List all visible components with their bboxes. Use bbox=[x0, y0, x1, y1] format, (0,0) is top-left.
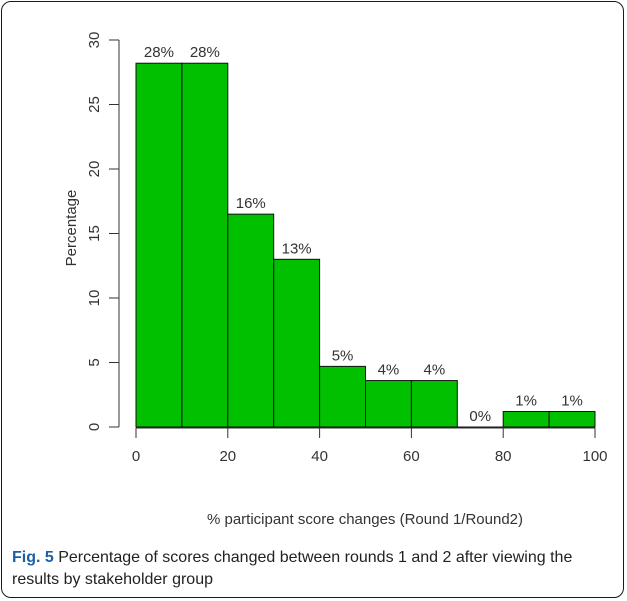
histogram-bar bbox=[135, 62, 183, 428]
x-tick-label: 100 bbox=[582, 448, 607, 465]
bar-value-label: 13% bbox=[282, 240, 312, 257]
bar-value-label: 5% bbox=[332, 347, 354, 364]
y-tick-label: 30 bbox=[86, 32, 103, 49]
x-axis-label: % participant score changes (Round 1/Rou… bbox=[207, 511, 523, 528]
y-tick-label: 10 bbox=[86, 290, 103, 307]
histogram-bar bbox=[227, 213, 275, 428]
x-tick-label: 80 bbox=[495, 448, 512, 465]
histogram-bar bbox=[181, 62, 229, 428]
bar-value-label: 16% bbox=[236, 195, 266, 212]
y-tick-label: 25 bbox=[86, 96, 103, 113]
histogram-bar bbox=[548, 411, 596, 428]
bar-labels-group: 28% 28% 16% 13% 5% 4% 4% 0% 1% 1% bbox=[144, 44, 583, 425]
x-tick-label: 20 bbox=[219, 448, 236, 465]
x-tick-label: 60 bbox=[403, 448, 420, 465]
histogram-bar bbox=[502, 411, 550, 428]
y-axis: 0 5 10 15 20 25 30 bbox=[86, 32, 120, 431]
x-tick-label: 0 bbox=[132, 448, 140, 465]
y-axis-label: Percentage bbox=[63, 190, 80, 267]
y-tick-label: 15 bbox=[86, 225, 103, 242]
histogram-bar bbox=[319, 365, 367, 428]
bar-value-label: 28% bbox=[190, 44, 220, 61]
bar-value-label: 1% bbox=[561, 393, 583, 410]
histogram-chart: 28% 28% 16% 13% 5% 4% 4% 0% 1% 1% 0 20 40 60 80 100 0 5… bbox=[63, 32, 608, 528]
bar-value-label: 0% bbox=[469, 408, 491, 425]
y-tick-label: 5 bbox=[86, 358, 103, 366]
histogram-bar bbox=[273, 258, 321, 428]
histogram-bar bbox=[365, 380, 412, 428]
bar-value-label: 4% bbox=[378, 362, 400, 379]
figure-caption: Fig. 5 Percentage of scores changed betw… bbox=[12, 547, 612, 591]
x-tick-label: 40 bbox=[311, 448, 328, 465]
bars-group bbox=[135, 62, 596, 428]
histogram-bar bbox=[410, 380, 458, 428]
bar-value-label: 4% bbox=[424, 362, 446, 379]
bar-value-label: 28% bbox=[144, 44, 174, 61]
y-tick-label: 0 bbox=[86, 423, 103, 431]
caption-text: Percentage of scores changed between rou… bbox=[12, 549, 573, 588]
x-axis: 0 20 40 60 80 100 bbox=[132, 427, 608, 465]
caption-label: Fig. 5 bbox=[12, 549, 54, 566]
y-tick-label: 20 bbox=[86, 161, 103, 178]
bar-value-label: 1% bbox=[515, 393, 537, 410]
